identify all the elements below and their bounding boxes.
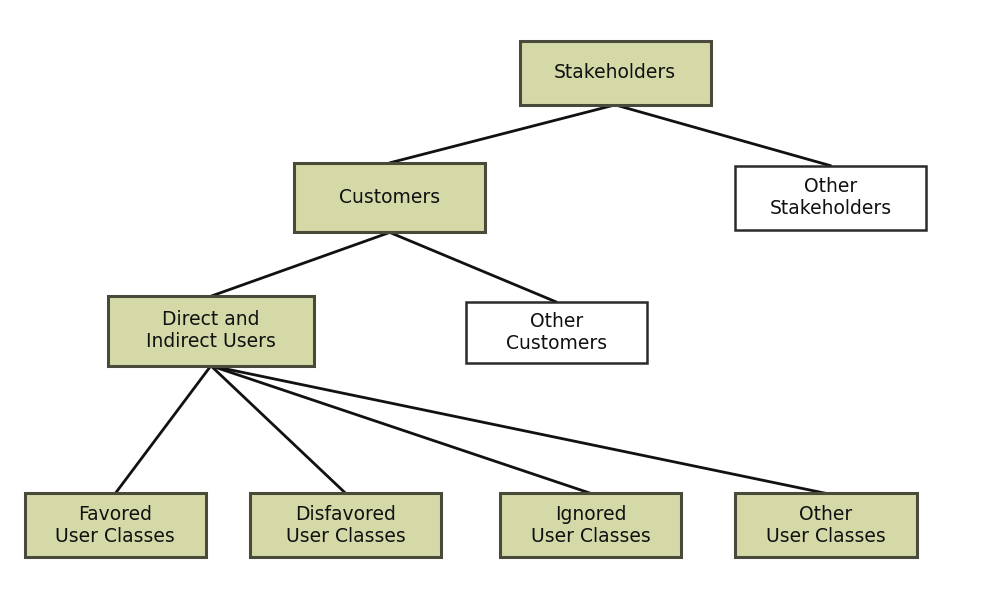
Text: Disfavored
User Classes: Disfavored User Classes: [286, 505, 406, 546]
Bar: [25, 493, 206, 557]
Bar: [294, 163, 485, 233]
Text: Favored
User Classes: Favored User Classes: [55, 505, 175, 546]
Text: Ignored
User Classes: Ignored User Classes: [531, 505, 651, 546]
Text: Stakeholders: Stakeholders: [554, 63, 676, 83]
Bar: [735, 165, 926, 230]
Bar: [250, 493, 441, 557]
Bar: [108, 296, 314, 366]
Bar: [735, 493, 917, 557]
Text: Customers: Customers: [339, 188, 440, 207]
Text: Other
Stakeholders: Other Stakeholders: [770, 177, 892, 218]
Bar: [520, 41, 711, 105]
Text: Other
User Classes: Other User Classes: [766, 505, 886, 546]
Bar: [500, 493, 681, 557]
Text: Direct and
Indirect Users: Direct and Indirect Users: [146, 310, 276, 352]
Text: Other
Customers: Other Customers: [506, 312, 607, 353]
Bar: [466, 302, 647, 363]
